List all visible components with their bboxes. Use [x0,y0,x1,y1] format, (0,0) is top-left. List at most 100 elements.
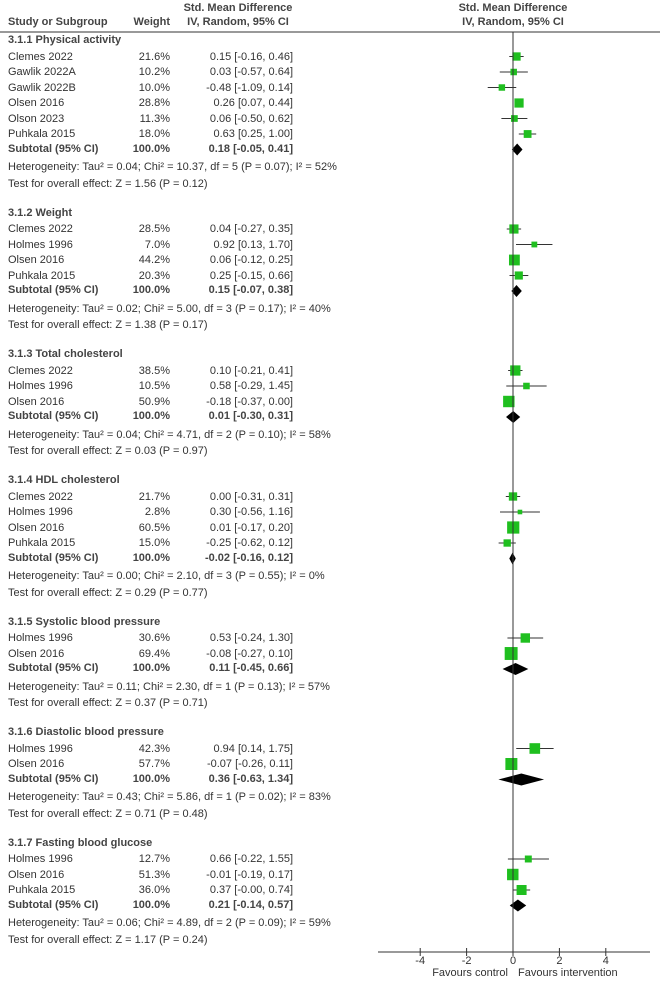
study-name: Clemes 2022 [8,490,73,503]
header-study: Study or Subgroup [8,16,108,28]
study-name: Clemes 2022 [8,364,73,377]
heterogeneity-text: Heterogeneity: Tau² = 0.06; Chi² = 4.89,… [8,917,331,929]
subtotal-label: Subtotal (95% CI) [8,662,99,674]
subtotal-diamond [509,899,527,912]
study-name: Clemes 2022 [8,223,73,235]
subtotal-diamond [502,663,529,675]
subtotal-ci: 0.18 [-0.05, 0.41] [208,142,293,155]
x-tick-label: -4 [415,955,426,967]
header-weight: Weight [133,16,170,28]
study-weight: 50.9% [138,395,170,408]
subtotal-weight: 100.0% [132,142,170,155]
subtotal-label: Subtotal (95% CI) [8,772,99,785]
study-ci: -0.08 [-0.27, 0.10] [206,647,293,660]
study-name: Olsen 2016 [8,395,65,408]
favours-intervention-label: Favours intervention [518,967,618,979]
study-marker [517,509,523,515]
study-ci: 0.00 [-0.31, 0.31] [209,490,293,503]
study-marker [512,52,521,61]
study-ci: 0.15 [-0.16, 0.46] [209,50,293,63]
subtotal-label: Subtotal (95% CI) [8,898,99,911]
study-marker [505,758,518,770]
x-tick-label: -2 [461,955,472,967]
section-title: 3.1.6 Diastolic blood pressure [8,726,164,738]
x-tick-label: 4 [602,955,609,967]
study-ci: 0.06 [-0.12, 0.25] [209,254,293,266]
study-name: Holmes 1996 [8,853,73,865]
study-ci: -0.25 [-0.62, 0.12] [206,537,293,549]
subtotal-weight: 100.0% [132,551,170,564]
subtotal-diamond [511,285,522,297]
subtotal-ci: 0.15 [-0.07, 0.38] [208,284,293,296]
study-weight: 30.6% [138,632,170,644]
study-marker [514,98,524,108]
study-name: Olson 2023 [8,112,65,125]
study-name: Holmes 1996 [8,380,73,392]
subtotal-weight: 100.0% [132,662,170,674]
study-weight: 10.5% [138,380,170,392]
subtotal-weight: 100.0% [132,410,170,422]
overall-effect-text: Test for overall effect: Z = 1.38 (P = 0… [8,319,208,331]
study-weight: 15.0% [138,537,170,549]
study-ci: 0.03 [-0.57, 0.64] [209,66,293,78]
study-marker [523,382,530,390]
study-weight: 60.5% [138,521,170,534]
section-title: 3.1.5 Systolic blood pressure [8,615,161,628]
subtotal-label: Subtotal (95% CI) [8,142,99,155]
study-ci: 0.37 [-0.00, 0.74] [209,884,293,896]
overall-effect-text: Test for overall effect: Z = 0.71 (P = 0… [8,807,208,820]
study-name: Gawlik 2022A [8,66,76,78]
subtotal-diamond [498,773,545,786]
study-weight: 57.7% [138,758,170,770]
study-weight: 20.3% [138,269,170,282]
study-ci: 0.04 [-0.27, 0.35] [209,223,293,235]
subtotal-ci: 0.21 [-0.14, 0.57] [208,898,293,911]
subtotal-ci: 0.36 [-0.63, 1.34] [208,772,293,785]
heterogeneity-text: Heterogeneity: Tau² = 0.04; Chi² = 10.37… [8,161,337,173]
header-plot-line2: IV, Random, 95% CI [462,16,564,28]
favours-control-label: Favours control [432,967,508,979]
study-name: Puhkala 2015 [8,128,76,140]
study-marker [503,539,511,547]
study-ci: -0.18 [-0.37, 0.00] [206,395,293,408]
study-ci: -0.01 [-0.19, 0.17] [206,868,293,881]
subtotal-label: Subtotal (95% CI) [8,284,99,296]
study-weight: 44.2% [138,254,170,266]
study-marker [509,224,519,234]
study-weight: 7.0% [144,238,170,251]
study-ci: 0.58 [-0.29, 1.45] [209,380,293,392]
study-weight: 21.6% [138,50,170,63]
study-marker [510,365,521,376]
study-weight: 38.5% [138,364,170,377]
study-ci: 0.30 [-0.56, 1.16] [209,506,293,518]
header-plot-line1: Std. Mean Difference [458,2,568,14]
study-name: Clemes 2022 [8,50,73,63]
overall-effect-text: Test for overall effect: Z = 0.29 (P = 0… [8,586,208,599]
study-weight: 12.7% [138,853,170,865]
overall-effect-text: Test for overall effect: Z = 0.37 (P = 0… [8,697,208,709]
study-name: Holmes 1996 [8,742,73,755]
study-ci: 0.25 [-0.15, 0.66] [209,269,293,282]
study-name: Puhkala 2015 [8,884,76,896]
study-name: Puhkala 2015 [8,537,76,549]
study-marker [531,241,538,248]
heterogeneity-text: Heterogeneity: Tau² = 0.43; Chi² = 5.86,… [8,791,331,803]
study-name: Holmes 1996 [8,238,73,251]
study-weight: 36.0% [138,884,170,896]
study-marker [508,254,520,266]
study-ci: 0.92 [0.13, 1.70] [213,238,293,251]
study-ci: -0.07 [-0.26, 0.11] [206,758,293,770]
study-ci: 0.26 [0.07, 0.44] [213,97,293,109]
study-name: Olsen 2016 [8,254,65,266]
study-marker [510,68,517,76]
header-effect-line2: IV, Random, 95% CI [187,16,289,28]
study-marker [498,84,506,91]
study-name: Olsen 2016 [8,97,65,109]
heterogeneity-text: Heterogeneity: Tau² = 0.00; Chi² = 2.10,… [8,570,325,582]
study-marker [529,743,541,754]
study-ci: -0.48 [-1.09, 0.14] [206,81,293,94]
study-weight: 21.7% [138,490,170,503]
study-ci: 0.66 [-0.22, 1.55] [209,853,293,865]
subtotal-label: Subtotal (95% CI) [8,551,99,564]
